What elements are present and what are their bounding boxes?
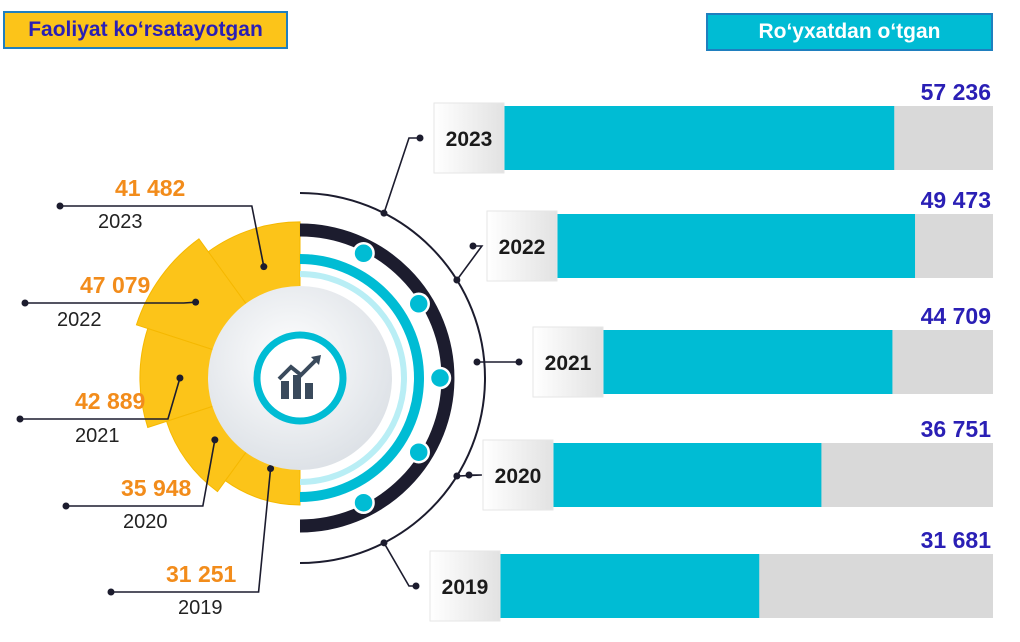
growth-chart-icon — [277, 355, 321, 399]
bar-value-label-2019: 31 681 — [921, 527, 992, 553]
year-tab-label-2023: 2023 — [446, 128, 493, 151]
rings-decoration — [299, 192, 486, 564]
pie-leader-2022 — [25, 301, 196, 304]
year-tab-2023 — [433, 102, 505, 174]
pie-leader-end-dot — [176, 374, 184, 382]
bar-2021 — [603, 330, 893, 394]
bar-connector-start-dot — [380, 209, 388, 217]
legend-registered-label: Roʻyxatdan oʻtgan — [758, 20, 941, 43]
pie-leader-end-dot — [192, 298, 200, 306]
hub — [208, 286, 392, 470]
pie-year-label-2023: 2023 — [98, 211, 143, 233]
year-tab-2021 — [532, 326, 604, 398]
year-tab-label-2021: 2021 — [545, 352, 592, 375]
pie-leader-end-dot — [260, 263, 268, 271]
pie-value-label-2020: 35 948 — [121, 475, 192, 501]
ring-node-2022 — [407, 292, 430, 316]
bar-connector-dot — [416, 134, 424, 142]
bar-connector-2019 — [383, 542, 416, 587]
legend-active: Faoliyat koʻrsatayotgan — [3, 11, 288, 49]
bar-connector-start-dot — [453, 276, 461, 284]
bar-chart: 2023 57 236 2022 49 473 2021 44 709 2020 36 751… — [380, 79, 993, 622]
legend-registered: Roʻyxatdan oʻtgan — [706, 13, 993, 51]
bar-connector-dot — [515, 358, 523, 366]
bar-connector-dot — [469, 242, 477, 250]
light-cyan-ring — [299, 271, 407, 485]
pie-year-label-2022: 2022 — [57, 309, 102, 331]
bar-connector-start-dot — [453, 472, 461, 480]
pie-leader-dot — [107, 588, 115, 596]
bar-value-label-2023: 57 236 — [921, 79, 991, 105]
year-tab-label-2020: 2020 — [495, 465, 542, 488]
bar-value-label-2020: 36 751 — [921, 416, 992, 442]
bar-connector-dot — [412, 582, 420, 590]
pie-value-label-2022: 47 079 — [80, 272, 150, 298]
bar-connector-2022 — [456, 245, 484, 281]
cyan-ring — [299, 254, 424, 502]
ring-node-2023 — [352, 242, 375, 265]
bar-connector-2020 — [456, 474, 482, 477]
pie-leader-dot — [21, 299, 29, 307]
bar-value-label-2022: 49 473 — [921, 187, 991, 213]
pie-leader-dot — [62, 502, 70, 510]
year-tab-label-2019: 2019 — [442, 576, 489, 599]
legend-active-label: Faoliyat koʻrsatayotgan — [28, 18, 263, 41]
pie-leader-dot — [56, 202, 64, 210]
pie-value-label-2019: 31 251 — [166, 561, 237, 587]
ring-node-2019 — [352, 491, 375, 514]
bar-connector-start-dot — [380, 539, 388, 547]
bar-2020 — [553, 443, 822, 507]
year-tab-2019 — [429, 550, 501, 622]
ring-node-2021 — [428, 366, 452, 390]
bar-connector-dot — [465, 471, 473, 479]
bar-2023 — [504, 106, 895, 170]
year-tab-2022 — [486, 210, 558, 282]
pie-value-label-2023: 41 482 — [115, 175, 185, 201]
ring-node-2020 — [407, 440, 430, 464]
pie-leader-2020 — [66, 439, 216, 507]
pie-leader-2019 — [111, 468, 272, 593]
bar-value-label-2021: 44 709 — [921, 303, 991, 329]
year-tab-label-2022: 2022 — [499, 236, 546, 259]
year-tab-2020 — [482, 439, 554, 511]
bar-2022 — [557, 214, 916, 278]
pie-leader-2023 — [60, 205, 265, 267]
pie-leader-end-dot — [211, 436, 219, 444]
pie-leader-2021 — [20, 377, 181, 420]
bar-2019 — [500, 554, 760, 618]
pie-year-label-2019: 2019 — [178, 597, 223, 619]
pie-year-label-2020: 2020 — [123, 511, 168, 533]
pie-leader-dot — [16, 415, 24, 423]
pie-leader-end-dot — [267, 465, 275, 473]
bar-connector-2023 — [383, 137, 420, 214]
bar-connector-start-dot — [473, 358, 481, 366]
pie-year-label-2021: 2021 — [75, 425, 120, 447]
pie-value-label-2021: 42 889 — [75, 388, 145, 414]
